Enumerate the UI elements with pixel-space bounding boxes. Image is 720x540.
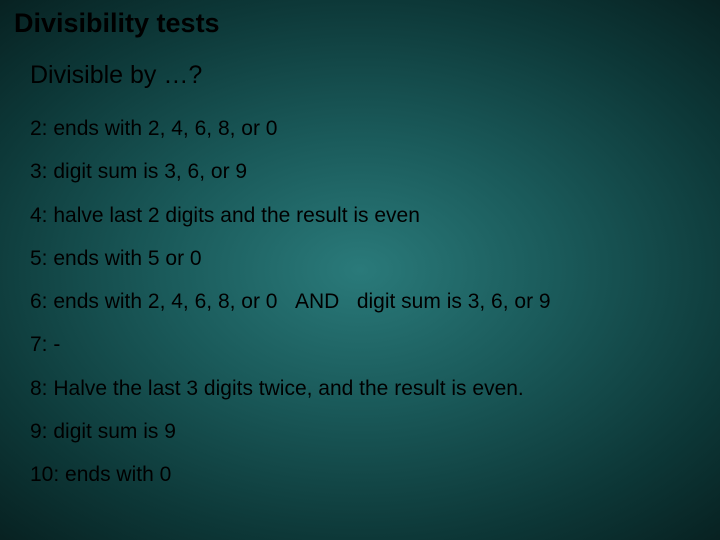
rule-item: 2: ends with 2, 4, 6, 8, or 0 [30, 108, 720, 151]
rule-item: 5: ends with 5 or 0 [30, 238, 720, 281]
rule-item: 10: ends with 0 [30, 454, 720, 497]
slide-subtitle: Divisible by …? [0, 39, 720, 90]
slide-title: Divisibility tests [0, 0, 720, 39]
rule-item: 7: - [30, 324, 720, 367]
rule-item: 3: digit sum is 3, 6, or 9 [30, 151, 720, 194]
rule-item: 9: digit sum is 9 [30, 411, 720, 454]
rules-list: 2: ends with 2, 4, 6, 8, or 0 3: digit s… [0, 90, 720, 497]
rule-item: 6: ends with 2, 4, 6, 8, or 0 AND digit … [30, 281, 720, 324]
rule-item: 8: Halve the last 3 digits twice, and th… [30, 368, 720, 411]
rule-item: 4: halve last 2 digits and the result is… [30, 195, 720, 238]
